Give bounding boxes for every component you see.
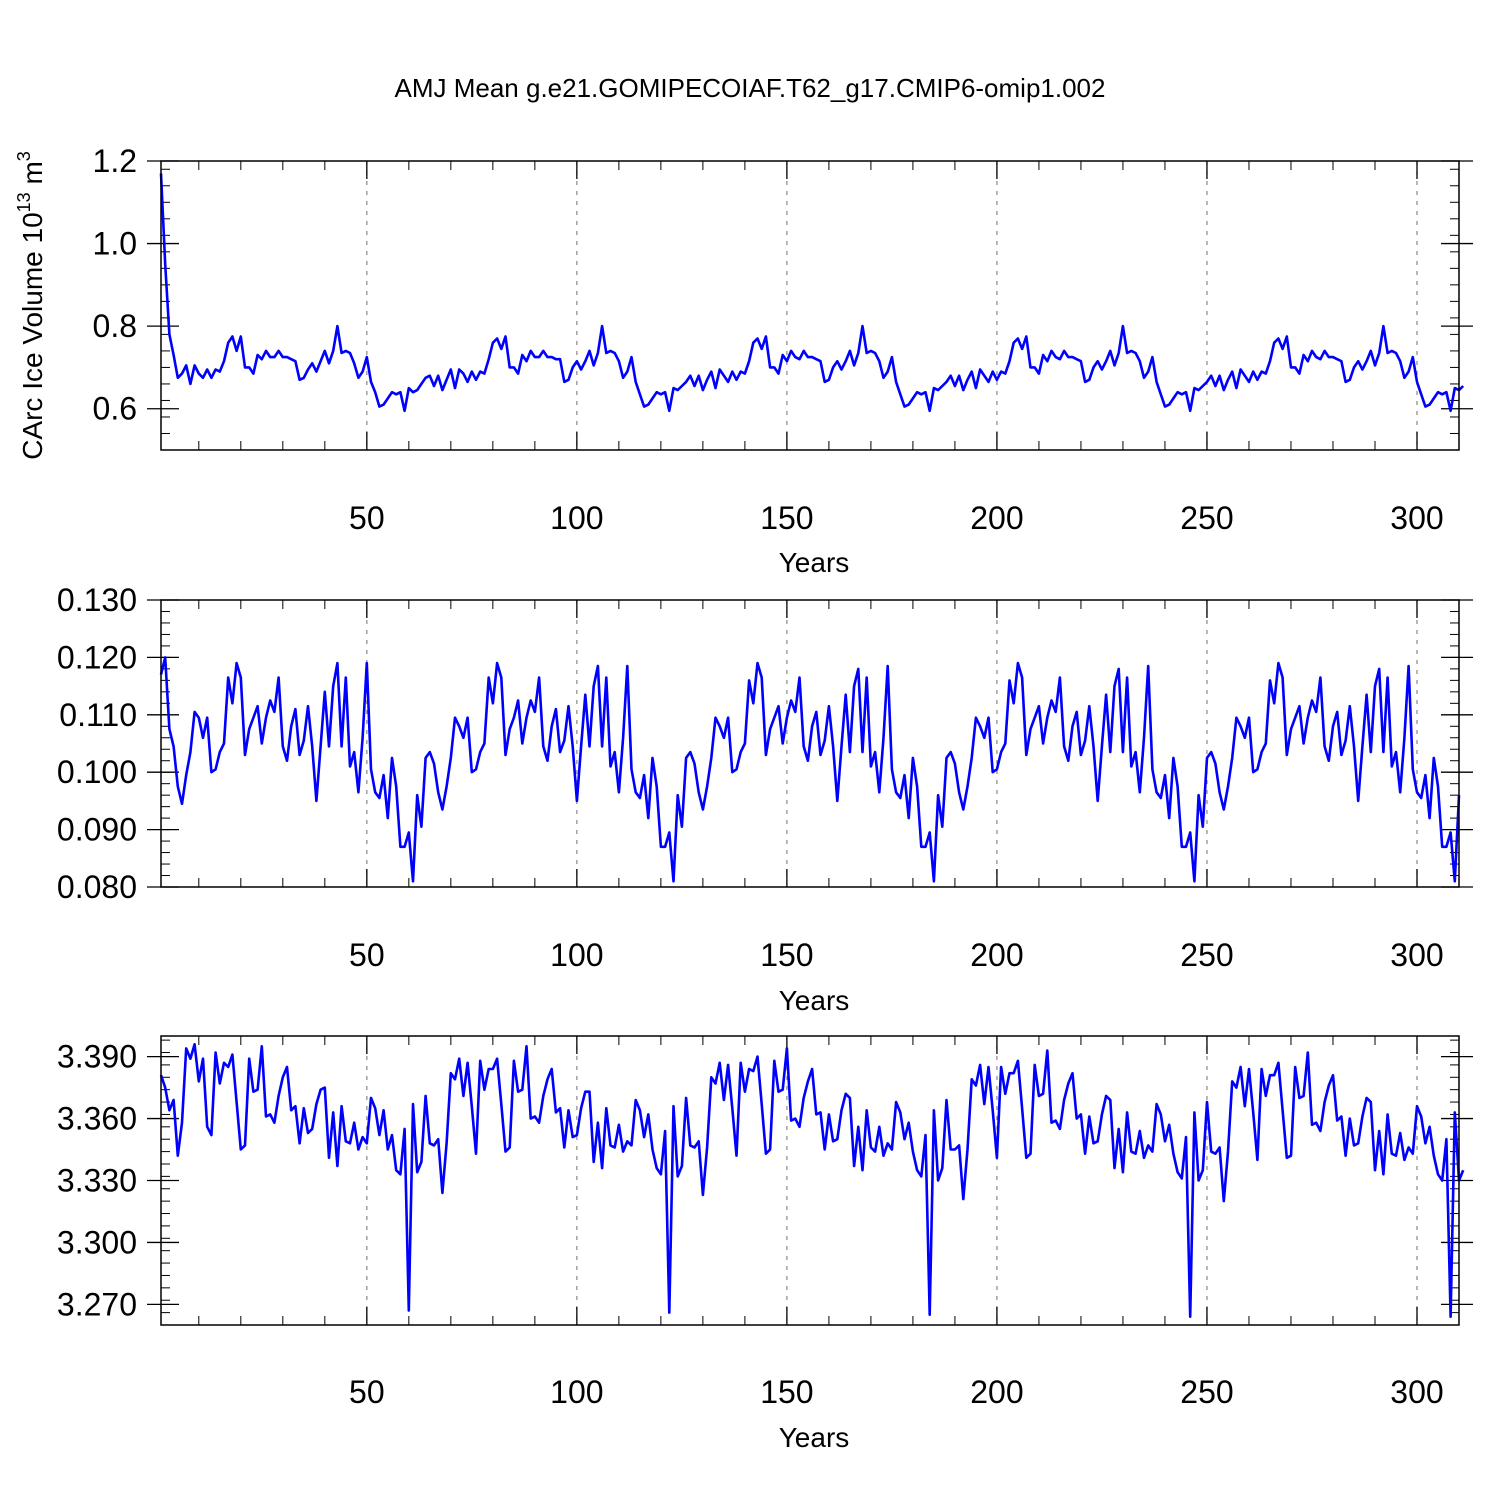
x-axis-label: Years	[779, 1422, 850, 1453]
chart-panel-2: 50 100 150 200 250 300 0.080 0.090 0.100 0.110 0.1…	[57, 582, 1473, 1016]
series-line	[159, 656, 1461, 883]
y-tick-label: 0.100	[57, 754, 137, 790]
x-axis-label: Years	[779, 547, 850, 578]
y-tick-label: 3.360	[57, 1101, 137, 1137]
x-tick-label: 150	[760, 500, 813, 536]
y-tick-label: 0.6	[93, 391, 137, 427]
x-axis-label: Years	[779, 985, 850, 1016]
x-tick-label: 250	[1180, 500, 1233, 536]
chart-panel-3: 50 100 150 200 250 300 3.270 3.300 3.330 3.360 3.3…	[57, 1035, 1473, 1453]
y-axis-label-part: m	[17, 161, 48, 192]
x-tick-label: 200	[970, 937, 1023, 973]
plot-frame	[160, 599, 1460, 888]
plot-frame	[160, 1035, 1460, 1326]
y-tick-label: 3.390	[57, 1039, 137, 1075]
y-axis-label: CArc Ice Volume 1013 m3	[14, 151, 48, 460]
plot-frame	[160, 160, 1460, 451]
x-tick-label: 300	[1390, 937, 1443, 973]
y-tick-label: 0.120	[57, 639, 137, 675]
x-tick-label: 100	[550, 500, 603, 536]
x-tick-label: 300	[1390, 1374, 1443, 1410]
x-tick-label: 100	[550, 1374, 603, 1410]
y-tick-label: 1.0	[93, 226, 137, 262]
x-tick-label: 200	[970, 500, 1023, 536]
x-tick-label: 50	[349, 937, 385, 973]
y-tick-label: 3.330	[57, 1163, 137, 1199]
x-tick-label: 300	[1390, 500, 1443, 536]
x-tick-label: 100	[550, 937, 603, 973]
chart-panel-1: 50 100 150 200 250 300 0.6 0.8 1.0 1.2 Years CArc I…	[14, 143, 1473, 578]
x-tick-label: 200	[970, 1374, 1023, 1410]
series-line	[159, 1043, 1465, 1318]
figure-title: AMJ Mean g.e21.GOMIPECOIAF.T62_g17.CMIP6…	[395, 73, 1106, 103]
y-tick-label: 0.080	[57, 869, 137, 905]
y-tick-label: 0.130	[57, 582, 137, 618]
x-tick-label: 250	[1180, 1374, 1233, 1410]
y-axis-label-part: CArc Ice Volume 10	[17, 212, 48, 459]
y-tick-label: 0.8	[93, 308, 137, 344]
x-tick-label: 250	[1180, 937, 1233, 973]
x-tick-label: 50	[349, 500, 385, 536]
x-tick-label: 50	[349, 1374, 385, 1410]
y-tick-label: 0.110	[59, 697, 137, 733]
y-tick-label: 3.270	[57, 1286, 137, 1322]
y-tick-label: 0.090	[57, 812, 137, 848]
y-tick-label: 3.300	[57, 1224, 137, 1260]
y-axis-label-part: 13	[14, 192, 34, 212]
x-tick-label: 150	[760, 937, 813, 973]
x-tick-label: 150	[760, 1374, 813, 1410]
series-line	[159, 173, 1465, 413]
y-axis-label-part: 3	[14, 151, 34, 161]
y-tick-label: 1.2	[93, 143, 137, 179]
